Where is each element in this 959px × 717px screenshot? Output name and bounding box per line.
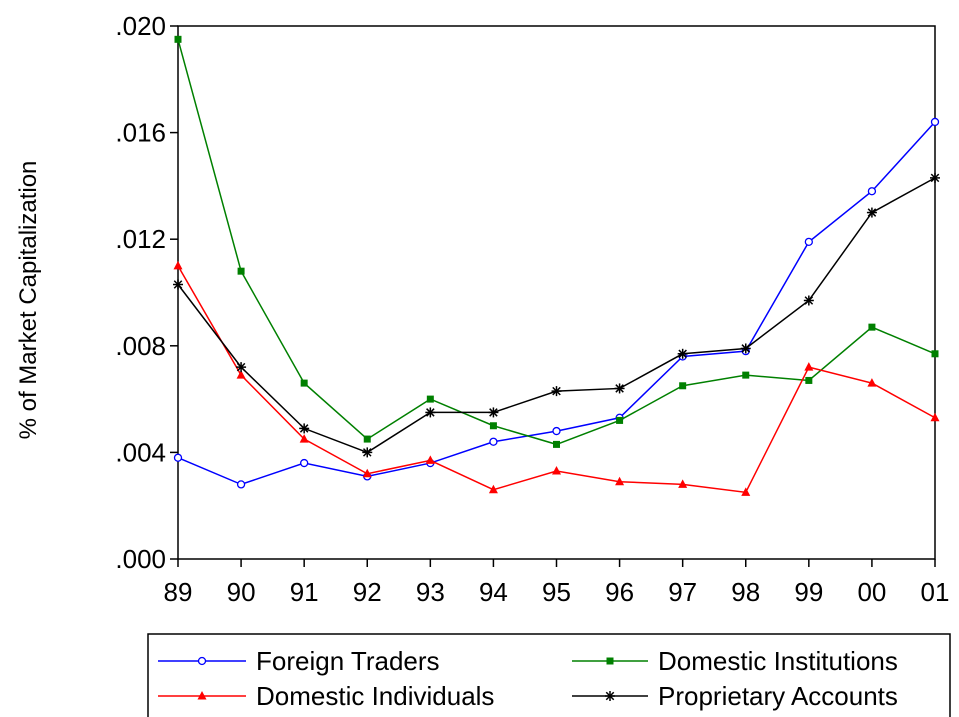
data-point (678, 479, 688, 488)
data-point (868, 323, 876, 331)
legend-label: Domestic Individuals (256, 681, 494, 711)
series-foreign-traders (173, 117, 940, 489)
data-point (173, 279, 183, 290)
data-point (197, 656, 207, 666)
y-tick-label: .008 (115, 331, 166, 361)
data-point (616, 416, 624, 424)
x-tick-label: 92 (353, 577, 382, 607)
data-point (363, 435, 371, 443)
legend-entry: Proprietary Accounts (572, 681, 898, 711)
data-point (677, 348, 688, 359)
legend-label: Foreign Traders (256, 646, 440, 676)
x-tick-label: 91 (290, 577, 319, 607)
y-tick-label: .000 (115, 544, 166, 574)
x-tick-label: 98 (731, 577, 760, 607)
data-point (362, 447, 373, 458)
data-point (197, 691, 207, 700)
data-point (804, 237, 813, 247)
x-tick-label: 01 (921, 577, 950, 607)
data-point (425, 455, 435, 464)
data-point (425, 407, 436, 418)
data-point (551, 386, 562, 397)
legend-entry: Domestic Institutions (572, 646, 898, 676)
data-point (803, 295, 814, 306)
series-domestic-institutions (174, 35, 939, 448)
plot-area (177, 25, 936, 560)
y-axis: .000 .004 .008 .012 .016 .020 (115, 11, 178, 574)
legend-entry: Foreign Traders (158, 646, 440, 676)
legend-label: Domestic Institutions (658, 646, 898, 676)
y-tick-label: .016 (115, 118, 166, 148)
data-point (299, 423, 310, 434)
data-point (237, 267, 245, 275)
data-point (173, 260, 183, 270)
data-point (740, 343, 751, 354)
y-tick-label: .012 (115, 224, 166, 254)
legend-entry: Domestic Individuals (158, 681, 494, 711)
x-tick-label: 94 (479, 577, 508, 607)
legend: Foreign Traders Domestic Institutions Dome… (147, 633, 951, 717)
data-point (805, 376, 813, 384)
data-point (488, 484, 498, 494)
data-point (236, 370, 246, 379)
data-point (930, 412, 940, 422)
data-point (299, 434, 309, 443)
data-point (679, 382, 687, 390)
x-tick-label: 90 (227, 577, 256, 607)
data-point (804, 362, 814, 371)
legend-label: Proprietary Accounts (658, 681, 898, 711)
y-axis-label: % of Market Capitalization (15, 161, 42, 440)
data-point (362, 468, 372, 478)
data-point (174, 35, 182, 43)
x-tick-label: 95 (542, 577, 571, 607)
data-point (300, 458, 309, 468)
x-tick-label: 99 (794, 577, 823, 607)
data-point (930, 117, 940, 127)
data-point (552, 426, 561, 436)
data-point (614, 383, 625, 394)
data-point (866, 207, 877, 218)
x-tick-label: 93 (416, 577, 445, 607)
data-point (867, 378, 877, 387)
data-point (552, 466, 561, 475)
series-domestic-individuals (173, 260, 940, 496)
data-point (605, 691, 615, 701)
data-point (236, 480, 246, 489)
x-tick-label: 97 (668, 577, 697, 607)
series-line (177, 265, 936, 494)
x-tick-label: 89 (164, 577, 193, 607)
x-tick-label: 96 (605, 577, 634, 607)
y-tick-label: .004 (115, 437, 166, 467)
series-line (177, 39, 936, 446)
x-tick-label: 00 (857, 577, 886, 607)
data-point (489, 422, 497, 430)
data-point (606, 657, 614, 665)
data-point (615, 476, 625, 486)
legend-box (147, 633, 951, 717)
data-point (741, 487, 751, 496)
data-point (742, 371, 750, 379)
x-axis: 89 90 91 92 93 94 95 96 97 98 99 00 01 (164, 559, 950, 607)
data-point (173, 453, 183, 462)
data-point (930, 172, 940, 183)
data-point (236, 362, 247, 373)
data-point (867, 187, 877, 196)
series-group (173, 35, 940, 496)
y-tick-label: .020 (115, 11, 166, 41)
data-point (489, 437, 498, 446)
data-point (488, 407, 499, 418)
data-point (426, 395, 434, 403)
data-point (300, 379, 308, 387)
data-point (553, 440, 560, 448)
series-line (177, 177, 936, 454)
data-point (931, 350, 939, 358)
series-proprietary-accounts (173, 172, 940, 458)
